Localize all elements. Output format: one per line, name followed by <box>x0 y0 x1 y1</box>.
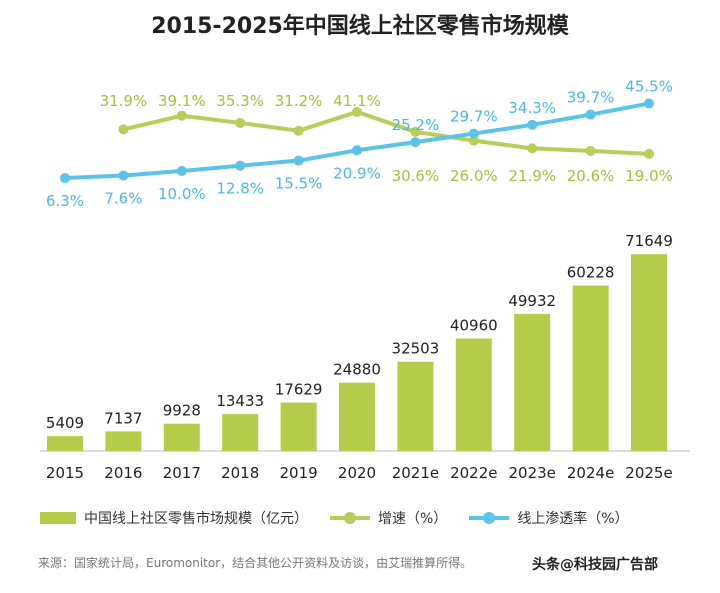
growth-label-2019: 31.2% <box>275 92 323 110</box>
bar-2022e <box>455 338 492 451</box>
penetration-label-2024e: 39.7% <box>567 89 615 107</box>
growth-point-2023e <box>527 143 538 154</box>
growth-label-2023e: 21.9% <box>508 167 556 185</box>
growth-label-2017: 39.1% <box>158 92 206 110</box>
bar-value-label-2023e: 49932 <box>508 292 556 310</box>
bar-value-label-2018: 13433 <box>216 392 264 410</box>
penetration-label-2019: 15.5% <box>275 175 323 193</box>
x-tick-label-2015: 2015 <box>46 464 84 482</box>
bar-2023e <box>514 313 551 451</box>
x-tick-label-2016: 2016 <box>104 464 142 482</box>
bar-2025e <box>631 254 667 451</box>
bar-value-label-2025e: 71649 <box>625 232 673 250</box>
x-tick-label-2020: 2020 <box>338 464 376 482</box>
x-tick-label-2024e: 2024e <box>567 464 614 482</box>
penetration-point-2015 <box>60 173 70 184</box>
bar-2017 <box>163 423 200 451</box>
growth-label-2025e: 19.0% <box>625 167 673 185</box>
growth-label-2018: 35.3% <box>216 92 264 110</box>
bar-value-label-2015: 5409 <box>46 414 84 432</box>
penetration-label-2023e: 34.3% <box>508 99 556 117</box>
x-tick-label-2025e: 2025e <box>625 464 672 482</box>
growth-point-2021e <box>410 126 421 137</box>
x-tick-label-2023e: 2023e <box>508 464 555 482</box>
bar-value-label-2022e: 40960 <box>450 316 498 334</box>
penetration-point-2021e <box>410 137 421 148</box>
penetration-label-2025e: 45.5% <box>625 78 673 96</box>
legend-swatch-growth-line <box>330 512 370 524</box>
legend: 中国线上社区零售市场规模（亿元） 增速（%） 线上渗透率（%） <box>40 505 700 531</box>
penetration-label-2018: 12.8% <box>216 180 264 198</box>
penetration-point-2017 <box>176 166 187 176</box>
bar-2018 <box>222 414 259 451</box>
source-note: 来源：国家统计局，Euromonitor，结合其他公开资料及访谈，由艾瑞推算所得… <box>38 556 473 570</box>
growth-label-2021e: 30.6% <box>392 167 440 185</box>
legend-label-growth: 增速（%） <box>378 511 448 527</box>
bar-2021e <box>397 361 434 451</box>
growth-point-2019 <box>293 125 304 136</box>
bar-2015 <box>47 436 83 451</box>
growth-point-2018 <box>235 117 246 128</box>
legend-item-penetration: 线上渗透率（%） <box>469 508 629 528</box>
penetration-label-2016: 7.6% <box>104 190 142 208</box>
growth-label-2024e: 20.6% <box>567 167 615 185</box>
bar-value-label-2016: 7137 <box>104 409 142 427</box>
growth-point-2022e <box>468 135 479 146</box>
penetration-point-2024e <box>585 109 596 120</box>
x-tick-label-2022e: 2022e <box>450 464 497 482</box>
growth-line <box>122 109 650 156</box>
penetration-label-2017: 10.0% <box>158 185 206 203</box>
legend-item-market-size: 中国线上社区零售市场规模（亿元） <box>40 508 308 528</box>
penetration-point-2020 <box>352 145 362 156</box>
bar-value-label-2024e: 60228 <box>567 264 615 282</box>
bar-value-label-2019: 17629 <box>275 381 323 399</box>
bar-2024e <box>572 285 609 451</box>
growth-point-2017 <box>176 110 187 121</box>
growth-label-2020: 41.1% <box>333 92 381 110</box>
bar-value-label-2017: 9928 <box>163 402 201 420</box>
growth-point-2025e <box>644 148 654 159</box>
x-tick-label-2018: 2018 <box>221 464 259 482</box>
growth-point-2024e <box>585 145 596 156</box>
growth-label-2016: 31.9% <box>100 92 148 110</box>
bar-2016 <box>105 431 142 451</box>
chart-plot: 5409 2015 7137 2016 9928 2017 13433 2018 17629 20… <box>40 78 690 482</box>
penetration-point-2025e <box>644 98 654 109</box>
growth-label-2022e: 26.0% <box>450 167 498 185</box>
x-tick-label-2017: 2017 <box>163 464 201 482</box>
growth-point-2016 <box>118 124 129 135</box>
legend-swatch-penetration-line <box>469 512 510 524</box>
legend-label-market-size: 中国线上社区零售市场规模（亿元） <box>84 511 308 527</box>
penetration-label-2021e: 25.2% <box>392 116 440 134</box>
legend-swatch-bar <box>40 512 76 524</box>
penetration-label-2015: 6.3% <box>46 192 84 210</box>
growth-point-2020 <box>352 106 362 117</box>
watermark-text: 头条@科技园广告部 <box>532 557 658 573</box>
penetration-label-2022e: 29.7% <box>450 108 498 126</box>
legend-item-growth: 增速（%） <box>330 508 447 528</box>
bar-2020 <box>339 382 375 451</box>
bar-value-label-2020: 24880 <box>333 361 381 379</box>
penetration-point-2019 <box>293 155 304 166</box>
x-tick-label-2021e: 2021e <box>392 464 439 482</box>
penetration-point-2016 <box>118 170 129 181</box>
bar-value-label-2021e: 32503 <box>392 340 440 358</box>
legend-label-penetration: 线上渗透率（%） <box>517 511 629 527</box>
penetration-point-2023e <box>527 119 538 130</box>
penetration-label-2020: 20.9% <box>333 164 381 182</box>
bar-2019 <box>280 402 317 451</box>
x-tick-label-2019: 2019 <box>280 464 318 482</box>
penetration-point-2022e <box>468 128 479 139</box>
chart-title: 2015-2025年中国线上社区零售市场规模 <box>151 14 569 39</box>
penetration-point-2018 <box>235 160 246 171</box>
